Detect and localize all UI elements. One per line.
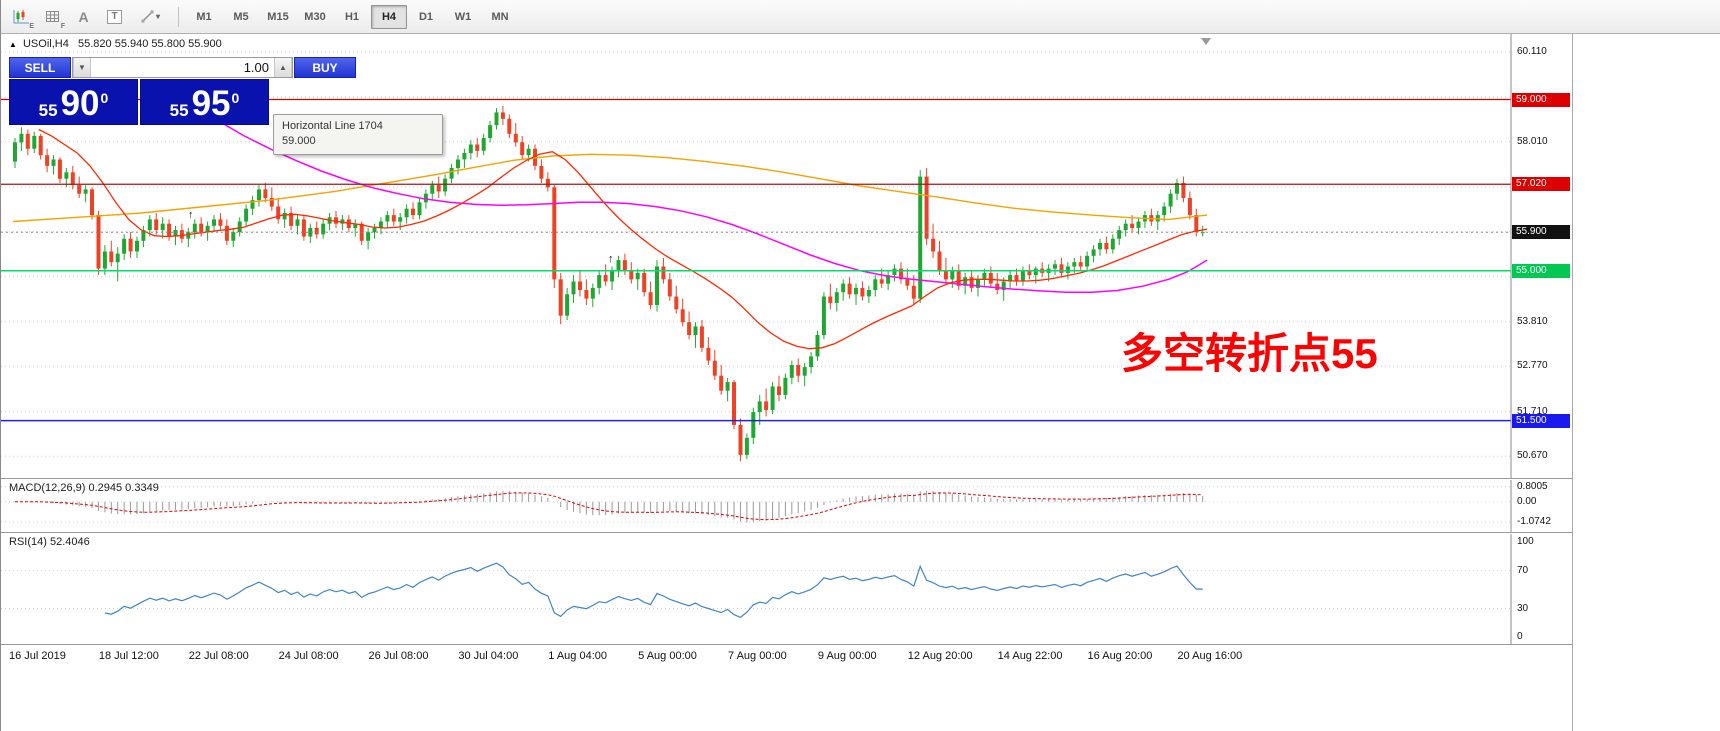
time-axis-label: 12 Aug 20:00 <box>907 650 973 662</box>
time-axis-label: 26 Jul 08:00 <box>368 650 429 662</box>
symbol-timeframe-label: USOil,H4 <box>22 38 69 50</box>
timeframe-M1[interactable]: M1 <box>196 10 212 23</box>
timeframe-H1[interactable]: H1 <box>344 10 360 23</box>
chart-annotation-text[interactable]: 多空转折点55 <box>1121 330 1378 377</box>
buy-price-prefix: 55 <box>169 101 189 120</box>
sell-price-prefix: 55 <box>38 101 58 120</box>
price-axis-label: 51.710 <box>1517 405 1548 417</box>
chevron-down-icon: ▾ <box>155 12 160 21</box>
time-axis[interactable]: 16 Jul 2019 18 Jul 12:00 22 Jul 08:00 24 Ju… <box>1 644 1572 669</box>
price-axis-label: 0 <box>1517 631 1523 642</box>
timeframe-M5[interactable]: M5 <box>233 10 249 23</box>
price-axis-label: 100 <box>1517 536 1534 547</box>
svg-text:↑: ↑ <box>188 209 194 221</box>
rsi-chart[interactable] <box>1 534 1572 645</box>
one-click-trade-panel: SELL ▼ ▲ BUY 55 90 0 55 95 0 <box>9 57 356 125</box>
price-axis-label: 52.770 <box>1517 360 1548 372</box>
volume-decrease-button[interactable]: ▼ <box>73 58 91 77</box>
price-axis-label: 58.010 <box>1517 135 1548 147</box>
svg-text:↑: ↑ <box>608 253 614 265</box>
buy-button[interactable]: BUY <box>294 57 356 78</box>
timeframe-D1[interactable]: D1 <box>418 10 434 23</box>
buy-price-big: 95 <box>191 84 231 124</box>
chart-window: ↑ ↑ ▲ USOil,H4 55.820 55.940 55.800 55.90… <box>1 34 1573 731</box>
time-axis-label: 20 Aug 16:00 <box>1177 650 1243 662</box>
time-axis-label: 1 Aug 04:00 <box>548 650 607 662</box>
price-axis-flag: 55.900 <box>1512 225 1570 240</box>
text-tool-icon: A <box>78 8 89 25</box>
object-tooltip: Horizontal Line 1704 59.000 <box>273 114 443 155</box>
timeframe-group: M1 M5 M15 M30 H1 H4 D1 W1 MN <box>186 4 519 29</box>
text-label-tool-button[interactable]: T <box>100 3 129 31</box>
time-axis-label: 22 Jul 08:00 <box>188 650 249 662</box>
buy-price-sup: 0 <box>231 90 240 106</box>
draw-shapes-tool-icon <box>141 10 154 23</box>
sell-button[interactable]: SELL <box>9 57 71 78</box>
sell-price-button[interactable]: 55 90 0 <box>9 79 138 125</box>
price-axis-label: 60.110 <box>1517 45 1547 57</box>
draw-shapes-tool-button[interactable]: ▾ <box>131 3 169 31</box>
volume-spinner: ▼ ▲ <box>72 57 293 78</box>
time-axis-label: 5 Aug 00:00 <box>638 650 697 662</box>
time-axis-label: 18 Jul 12:00 <box>98 650 159 662</box>
rsi-panel: RSI(14) 52.4046 100 70 30 0 <box>1 532 1572 645</box>
price-axis-label: 0.00 <box>1517 495 1537 507</box>
grid-tool-button[interactable]: F <box>38 3 67 31</box>
top-toolbar: E F A T ▾ M1 M5 M15 M30 H1 H4 D1 W1 MN <box>1 0 1720 34</box>
timeframe-M15[interactable]: M15 <box>267 10 289 23</box>
text-label-tool-icon: T <box>107 9 122 24</box>
tooltip-object-value: 59.000 <box>282 135 316 147</box>
ohlc-values: 55.820 55.940 55.800 55.900 <box>78 38 222 50</box>
timeframe-MN[interactable]: MN <box>491 10 509 23</box>
price-axis-label: 53.810 <box>1517 315 1548 327</box>
price-axis-label: 70 <box>1517 564 1529 576</box>
rsi-label: RSI(14) 52.4046 <box>9 536 90 548</box>
time-axis-label: 7 Aug 00:00 <box>728 650 787 662</box>
candlestick-chart-icon <box>13 9 29 23</box>
tool-sub-label: F <box>60 22 65 30</box>
candlestick-chart-tool-button[interactable]: E <box>7 3 36 31</box>
buy-price-button[interactable]: 55 95 0 <box>140 79 269 125</box>
time-axis-label: 24 Jul 08:00 <box>278 650 339 662</box>
price-axis-label: -1.0742 <box>1517 515 1551 527</box>
price-axis-flag: 59.000 <box>1512 92 1570 107</box>
price-axis-label: 30 <box>1517 602 1529 614</box>
price-axis-label: 50.670 <box>1517 450 1548 462</box>
price-axis-flag: 55.000 <box>1512 263 1570 278</box>
tool-sub-label: E <box>29 22 34 30</box>
macd-label: MACD(12,26,9) 0.2945 0.3349 <box>9 482 159 494</box>
tooltip-object-name: Horizontal Line 1704 <box>282 120 383 132</box>
volume-input[interactable] <box>91 58 274 77</box>
text-tool-button[interactable]: A <box>69 3 98 31</box>
time-axis-label: 16 Aug 20:00 <box>1087 650 1153 662</box>
timeframe-W1[interactable]: W1 <box>454 10 472 23</box>
main-chart-panel: ↑ ↑ ▲ USOil,H4 55.820 55.940 55.800 55.90… <box>1 34 1572 478</box>
time-axis-label: 14 Aug 22:00 <box>997 650 1063 662</box>
toolbar-separator <box>178 6 179 27</box>
chart-header: ▲ USOil,H4 55.820 55.940 55.800 55.900 <box>9 38 222 50</box>
macd-chart[interactable] <box>1 480 1572 533</box>
price-axis-label: 0.8005 <box>1517 480 1548 492</box>
collapse-triangle-icon: ▲ <box>9 40 17 49</box>
candlestick-chart[interactable]: ↑↑ <box>1 34 1572 478</box>
timeframe-H4[interactable]: H4 <box>371 4 407 29</box>
time-axis-label: 30 Jul 04:00 <box>458 650 519 662</box>
time-axis-label: 9 Aug 00:00 <box>817 650 877 662</box>
time-axis-label: 16 Jul 2019 <box>9 650 66 662</box>
sell-price-sup: 0 <box>100 90 109 106</box>
timeframe-M30[interactable]: M30 <box>304 10 326 23</box>
volume-increase-button[interactable]: ▲ <box>274 58 292 77</box>
grid-icon <box>45 10 59 22</box>
sell-price-big: 90 <box>60 84 100 124</box>
macd-panel: MACD(12,26,9) 0.2945 0.3349 0.8005 0.00 -1… <box>1 478 1572 533</box>
price-axis-flag: 51.500 <box>1512 413 1570 428</box>
price-axis-flag: 57.020 <box>1512 177 1570 192</box>
